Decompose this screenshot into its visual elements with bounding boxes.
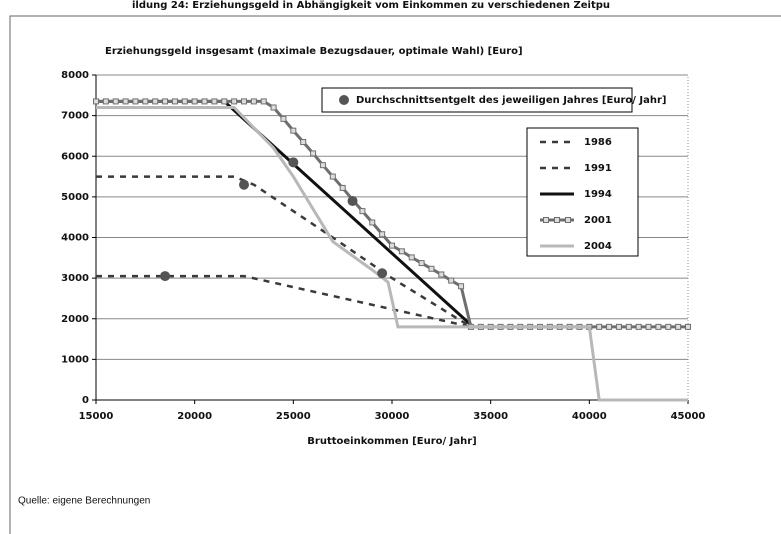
legend-label: 2004 bbox=[584, 241, 612, 252]
series-marker bbox=[408, 254, 415, 261]
series-line bbox=[96, 106, 688, 402]
legend-marker bbox=[565, 217, 571, 223]
series-marker bbox=[635, 323, 642, 330]
average-point bbox=[347, 195, 358, 206]
x-tick-label: 40000 bbox=[572, 411, 607, 422]
legend-marker bbox=[554, 217, 560, 223]
legend-marker bbox=[339, 95, 349, 105]
series-marker bbox=[606, 323, 613, 330]
x-tick-label: 35000 bbox=[473, 411, 508, 422]
series-line bbox=[96, 175, 472, 328]
y-tick-label: 4000 bbox=[61, 233, 89, 244]
legend-box bbox=[321, 87, 633, 113]
source: Quelle: eigene Berechnungen bbox=[18, 496, 150, 507]
series-line bbox=[96, 274, 472, 329]
average-point bbox=[239, 179, 249, 190]
x-axis-label: Bruttoeinkommen [Euro/ Jahr] bbox=[307, 436, 476, 447]
series-marker bbox=[290, 127, 297, 134]
x-tick-label: 30000 bbox=[375, 411, 410, 422]
series-marker bbox=[102, 98, 109, 105]
y-tick-label: 8000 bbox=[61, 70, 89, 81]
x-tick-label: 15000 bbox=[79, 411, 114, 422]
legend-label: 1994 bbox=[584, 189, 612, 200]
series-marker bbox=[211, 98, 218, 105]
series-marker bbox=[418, 260, 425, 267]
average-point bbox=[377, 268, 388, 279]
series-marker bbox=[142, 98, 149, 105]
series-marker bbox=[615, 323, 622, 330]
series-marker bbox=[665, 323, 672, 330]
series-marker bbox=[438, 271, 445, 278]
series-marker bbox=[379, 231, 386, 238]
legend-label: Durchschnittsentgelt des jeweiligen Jahr… bbox=[356, 95, 666, 106]
series-marker bbox=[655, 323, 662, 330]
y-tick-label: 6000 bbox=[61, 151, 89, 162]
legend-box bbox=[526, 127, 639, 257]
series-marker bbox=[93, 98, 99, 105]
series-marker bbox=[319, 162, 326, 169]
series-marker bbox=[231, 98, 238, 105]
series-marker bbox=[112, 98, 119, 105]
series-marker bbox=[625, 323, 632, 330]
legend-marker bbox=[543, 217, 549, 223]
series-marker bbox=[171, 98, 178, 105]
y-tick-label: 0 bbox=[82, 395, 89, 406]
series-marker bbox=[398, 248, 405, 255]
series-marker bbox=[369, 219, 376, 226]
series-marker bbox=[359, 208, 366, 215]
caption: ildung 24: Erziehungsgeld in Abhängigkei… bbox=[132, 0, 610, 11]
series-marker bbox=[221, 98, 228, 105]
series-marker bbox=[270, 104, 277, 111]
series-marker bbox=[191, 98, 198, 105]
series-marker bbox=[241, 98, 247, 105]
series-marker bbox=[310, 150, 317, 157]
series-marker bbox=[250, 98, 257, 105]
series-marker bbox=[428, 265, 435, 272]
y-tick-label: 2000 bbox=[61, 314, 89, 325]
series-marker bbox=[132, 98, 139, 105]
average-point bbox=[288, 157, 299, 168]
series-marker bbox=[329, 173, 336, 180]
legend-label: 2001 bbox=[584, 215, 612, 226]
series-marker bbox=[260, 98, 267, 105]
legend-label: 1991 bbox=[584, 163, 612, 174]
series-marker bbox=[448, 277, 455, 284]
series-marker bbox=[201, 98, 208, 105]
series-marker bbox=[389, 242, 395, 249]
series-marker bbox=[675, 323, 682, 330]
y-tick-label: 3000 bbox=[61, 273, 89, 284]
y-tick-label: 5000 bbox=[61, 192, 89, 203]
series-marker bbox=[645, 323, 652, 330]
chart-title: Erziehungsgeld insgesamt (maximale Bezug… bbox=[105, 46, 523, 57]
x-tick-label: 20000 bbox=[177, 411, 212, 422]
series-marker bbox=[122, 98, 129, 105]
series-marker bbox=[280, 115, 287, 122]
average-point bbox=[160, 271, 171, 282]
series-marker bbox=[596, 323, 603, 330]
legend-label: 1986 bbox=[584, 137, 612, 148]
series-marker bbox=[339, 184, 346, 191]
series-marker bbox=[181, 98, 188, 105]
series-marker bbox=[685, 323, 691, 330]
series-marker bbox=[162, 98, 169, 105]
series-marker bbox=[300, 139, 307, 146]
frame bbox=[9, 15, 781, 534]
series-marker bbox=[152, 98, 159, 105]
y-tick-label: 1000 bbox=[61, 354, 89, 365]
y-tick-label: 7000 bbox=[61, 111, 89, 122]
x-tick-label: 45000 bbox=[671, 411, 706, 422]
x-tick-label: 25000 bbox=[276, 411, 311, 422]
series-marker bbox=[458, 283, 465, 290]
